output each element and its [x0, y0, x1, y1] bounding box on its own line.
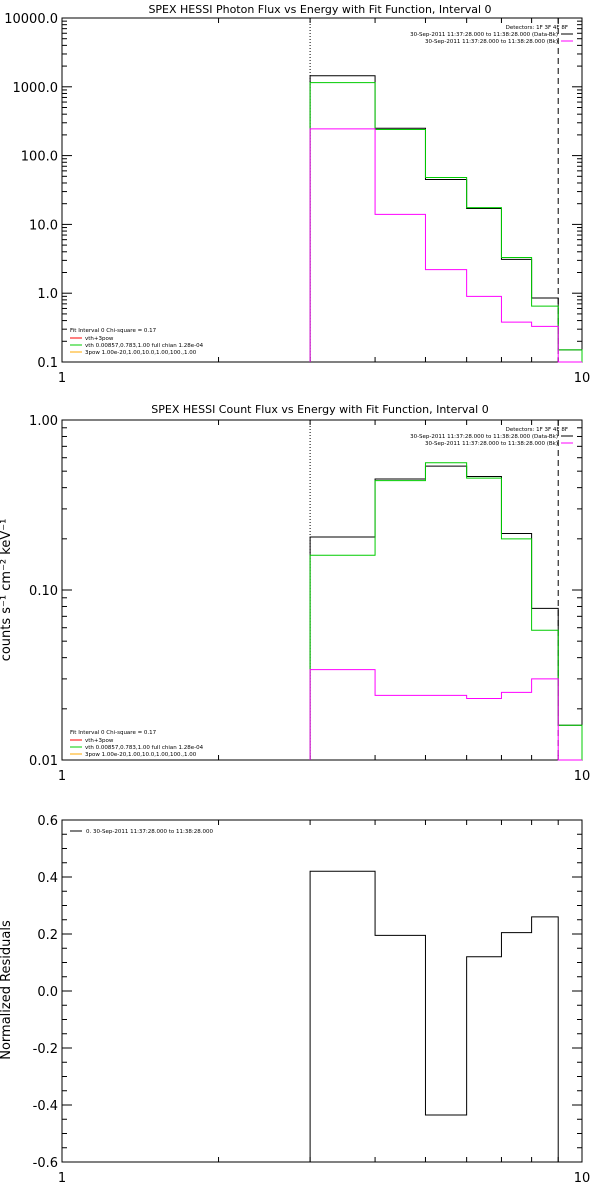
residuals-ylabel: Normalized Residuals	[0, 920, 14, 1060]
y-tick-label: 0.6	[37, 814, 58, 829]
y-tick-label: -0.6	[33, 1156, 58, 1171]
legend-residual-interval: 0. 30-Sep-2011 11:37:28.000 to 11:38:28.…	[86, 829, 213, 835]
y-tick-label: 0.0	[37, 985, 58, 1000]
photon-flux-marker-lines	[309, 18, 559, 362]
series-step-line-0	[309, 75, 583, 362]
x-tick-label: 10	[574, 1171, 591, 1186]
photon-flux-axes: 1 10 0.1 1.0 10.0 100.0 1000.0 10000.0	[4, 12, 590, 386]
legend-data-bk: 30-Sep-2011 11:37:28.000 to 11:38:28.000…	[410, 434, 558, 440]
count-flux-plot-area	[61, 419, 583, 761]
y-tick-label: 100.0	[21, 150, 58, 165]
count-flux-marker-lines	[309, 420, 559, 760]
x-tick-label: 1	[58, 769, 66, 784]
count-flux-legend-top-right: Detectors: 1F 3F 4F 8F 30-Sep-2011 11:37…	[410, 427, 573, 447]
legend-3pow: 3pow 1.00e-20,1.00,10.0,1.00,100.,1.00	[85, 752, 197, 758]
legend-detectors: Detectors: 1F 3F 4F 8F	[506, 25, 568, 31]
photon-flux-legend-top-right: Detectors: 1F 3F 4F 8F 30-Sep-2011 11:37…	[410, 25, 573, 45]
y-tick-label: 1.0	[37, 287, 58, 302]
y-tick-label: 0.4	[37, 871, 58, 886]
legend-bk: 30-Sep-2011 11:37:28.000 to 11:38:28.000…	[425, 441, 558, 447]
y-tick-label: 10000.0	[4, 12, 58, 27]
count-flux-legend-bottom-left: Fit Interval 0 Chi-square = 0.17 vth+3po…	[70, 730, 204, 758]
residuals-axes: 1 10 -0.6 -0.4 -0.2 0.0 0.2 0.4 0.6	[33, 814, 591, 1186]
count-flux-ylabel: counts s⁻¹ cm⁻² keV⁻¹	[0, 519, 14, 662]
y-tick-label: 0.1	[37, 356, 58, 371]
y-tick-label: -0.4	[33, 1099, 58, 1114]
y-tick-label: 0.10	[29, 584, 58, 599]
legend-3pow: 3pow 1.00e-20,1.00,10.0,1.00,100.,1.00	[85, 350, 197, 356]
y-tick-label: -0.2	[33, 1042, 58, 1057]
photon-flux-title: SPEX HESSI Photon Flux vs Energy with Fi…	[148, 3, 491, 16]
legend-detectors: Detectors: 1F 3F 4F 8F	[506, 427, 568, 433]
series-step-line-0	[309, 870, 559, 1162]
series-step-line-2	[309, 669, 582, 761]
legend-bk: 30-Sep-2011 11:37:28.000 to 11:38:28.000…	[425, 39, 558, 45]
series-step-line-1	[309, 462, 583, 760]
photon-flux-legend-bottom-left: Fit Interval 0 Chi-square = 0.17 vth+3po…	[70, 328, 204, 356]
legend-vth: vth 0.00857,0.783,1.00 full chian 1.28e-…	[85, 745, 204, 751]
y-tick-label: 10.0	[29, 218, 58, 233]
legend-fit-interval: Fit Interval 0 Chi-square = 0.17	[70, 328, 157, 334]
panel-residuals: Normalized Residuals 1 10 -0.6 -0.4 -0.2 0.0 0…	[0, 814, 590, 1186]
legend-vth-3pow: vth+3pow	[85, 336, 114, 342]
panel-photon-flux: SPEX HESSI Photon Flux vs Energy with Fi…	[4, 3, 590, 386]
legend-fit-interval: Fit Interval 0 Chi-square = 0.17	[70, 730, 157, 736]
series-step-line-1	[309, 82, 583, 362]
residuals-legend: 0. 30-Sep-2011 11:37:28.000 to 11:38:28.…	[70, 829, 213, 835]
panel-count-flux: SPEX HESSI Count Flux vs Energy with Fit…	[0, 403, 590, 784]
residuals-series	[309, 870, 559, 1162]
series-step-line-2	[309, 128, 582, 363]
y-tick-label: 0.01	[29, 754, 58, 769]
photon-flux-series	[309, 75, 583, 363]
x-tick-label: 10	[574, 769, 591, 784]
legend-vth-3pow: vth+3pow	[85, 738, 114, 744]
y-tick-label: 1.00	[29, 414, 58, 429]
y-tick-label: 0.2	[37, 928, 58, 943]
photon-flux-plot-area	[61, 17, 583, 363]
count-flux-series	[309, 462, 583, 761]
legend-data-bk: 30-Sep-2011 11:37:28.000 to 11:38:28.000…	[410, 32, 558, 38]
x-tick-label: 10	[574, 371, 591, 386]
count-flux-title: SPEX HESSI Count Flux vs Energy with Fit…	[151, 403, 488, 416]
series-step-line-0	[309, 465, 583, 760]
y-tick-label: 1000.0	[13, 81, 59, 96]
legend-vth: vth 0.00857,0.783,1.00 full chian 1.28e-…	[85, 343, 204, 349]
x-tick-label: 1	[58, 371, 66, 386]
x-tick-label: 1	[58, 1171, 66, 1186]
